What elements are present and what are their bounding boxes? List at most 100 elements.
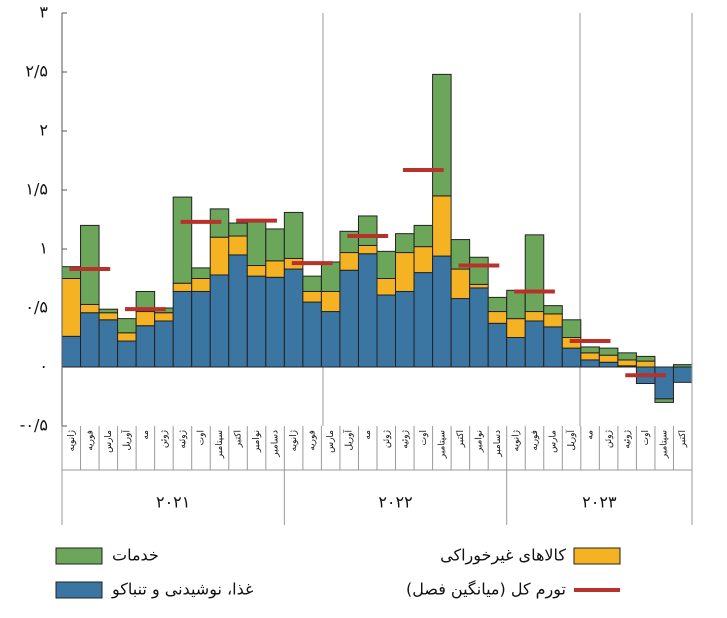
- legend-swatch: [573, 547, 621, 565]
- bar-segment: [654, 366, 674, 400]
- x-tick-label: فوریه: [530, 430, 540, 451]
- bar-segment: [228, 254, 248, 368]
- bar-segment: [339, 269, 359, 368]
- bar-segment: [302, 301, 322, 368]
- x-tick-label: نوامبر: [474, 430, 484, 453]
- year-label: ۲۰۲۲: [378, 493, 412, 512]
- bar-segment: [617, 352, 637, 361]
- bar-segment: [506, 337, 526, 368]
- bar-segment: [635, 360, 656, 368]
- bar-segment: [543, 313, 563, 328]
- bar-segment: [283, 268, 304, 368]
- bar-segment: [98, 319, 119, 368]
- year-label: ۲۰۲۳: [582, 493, 617, 512]
- x-tick-label: مه: [141, 430, 151, 440]
- bar-segment: [413, 272, 434, 368]
- bar-segment: [469, 283, 489, 289]
- x-tick-label: ژانویه: [289, 430, 299, 451]
- bar-segment: [561, 319, 582, 338]
- bar-segment: [376, 294, 397, 368]
- x-tick-label: مارس: [104, 430, 114, 453]
- bar-segment: [154, 320, 174, 368]
- x-tick-label: ژوئیه: [623, 430, 633, 449]
- year-label: ۲۰۲۱: [156, 493, 190, 512]
- bar-segment: [117, 332, 137, 342]
- legend-label: خدمات: [112, 546, 159, 565]
- bar-segment: [302, 290, 322, 303]
- bar-segment: [617, 359, 637, 367]
- x-tick-label: مه: [363, 430, 373, 440]
- bar-segment: [395, 233, 415, 254]
- bar-segment: [672, 364, 693, 368]
- bar-segment: [302, 275, 322, 292]
- x-tick-label: ژانویه: [511, 430, 521, 451]
- bar-segment: [135, 325, 156, 368]
- x-tick-label: اکتبر: [678, 430, 688, 448]
- y-tick-label: ۲: [39, 121, 48, 140]
- bar-segment: [580, 352, 600, 361]
- bar-segment: [172, 290, 193, 368]
- bar-segment: [265, 228, 285, 262]
- bar-segment: [487, 322, 508, 368]
- x-tick-label: سپتامبر: [437, 430, 447, 459]
- bar-segment: [432, 73, 452, 197]
- x-tick-label: سپتامبر: [660, 430, 670, 459]
- bar-segment: [524, 320, 545, 368]
- bar-segment: [209, 236, 230, 276]
- x-tick-label: ژوئیه: [400, 430, 410, 449]
- x-tick-label: ژوئن: [382, 430, 392, 448]
- bar-segment: [209, 274, 230, 368]
- x-tick-label: مارس: [326, 430, 336, 453]
- x-tick-label: اوت: [196, 430, 206, 445]
- x-tick-label: دسامبر: [271, 430, 281, 458]
- bar-segment: [543, 305, 563, 315]
- x-tick-label: آوریل: [565, 430, 577, 451]
- bar-segment: [543, 326, 563, 368]
- bar-segment: [61, 335, 82, 368]
- bar-segment: [524, 234, 545, 313]
- bar-segment: [357, 244, 378, 255]
- bar-segment: [117, 340, 137, 368]
- legend-swatch: [55, 547, 103, 565]
- bar-segment: [376, 278, 397, 296]
- x-tick-label: فوریه: [85, 430, 95, 451]
- bar-segment: [357, 215, 378, 246]
- bar-segment: [339, 252, 359, 271]
- x-tick-label: نوامبر: [252, 430, 262, 453]
- bar-segment: [172, 196, 193, 284]
- bar-segment: [80, 312, 100, 368]
- bar-segment: [450, 239, 471, 270]
- bar-segment: [172, 282, 193, 292]
- x-tick-label: آوریل: [343, 430, 355, 451]
- bar-segment: [191, 267, 211, 280]
- bar-segment: [561, 347, 582, 368]
- bar-segment: [487, 311, 508, 324]
- bar-segment: [246, 219, 267, 267]
- bar-segment: [413, 246, 434, 274]
- x-tick-label: مه: [586, 430, 596, 440]
- bar-segment: [580, 346, 600, 354]
- bar-segment: [598, 361, 619, 368]
- bar-segment: [191, 290, 211, 368]
- bar-segment: [432, 255, 452, 368]
- bar-segment: [228, 222, 248, 237]
- bar-segment: [320, 290, 341, 313]
- bar-segment: [376, 250, 397, 279]
- bar-segment: [598, 354, 619, 363]
- bar-segment: [598, 347, 619, 356]
- bar-segment: [191, 278, 211, 292]
- bar-segment: [432, 195, 452, 257]
- y-tick-label: -۰/۵: [20, 416, 48, 435]
- legend-label: تورم کل (میانگین فصل): [406, 580, 566, 600]
- bar-segment: [246, 265, 267, 277]
- bar-segment: [487, 296, 508, 313]
- x-tick-label: مارس: [549, 430, 559, 453]
- bar-segment: [654, 398, 674, 403]
- bar-segment: [524, 311, 545, 322]
- bar-segment: [246, 275, 267, 368]
- bar-segment: [265, 260, 285, 278]
- bar-segment: [450, 268, 471, 300]
- y-tick-label: ۳: [39, 3, 48, 22]
- x-tick-label: اوت: [419, 430, 429, 445]
